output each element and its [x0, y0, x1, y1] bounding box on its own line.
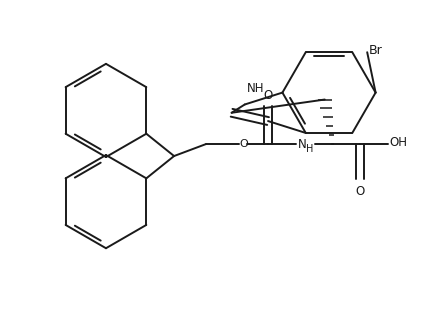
- Text: O: O: [240, 139, 248, 149]
- Text: O: O: [356, 185, 365, 198]
- Text: N: N: [298, 138, 307, 151]
- Text: Br: Br: [369, 44, 383, 57]
- Text: O: O: [263, 89, 273, 101]
- Text: OH: OH: [389, 136, 407, 149]
- Text: H: H: [306, 144, 314, 154]
- Text: NH: NH: [247, 82, 264, 95]
